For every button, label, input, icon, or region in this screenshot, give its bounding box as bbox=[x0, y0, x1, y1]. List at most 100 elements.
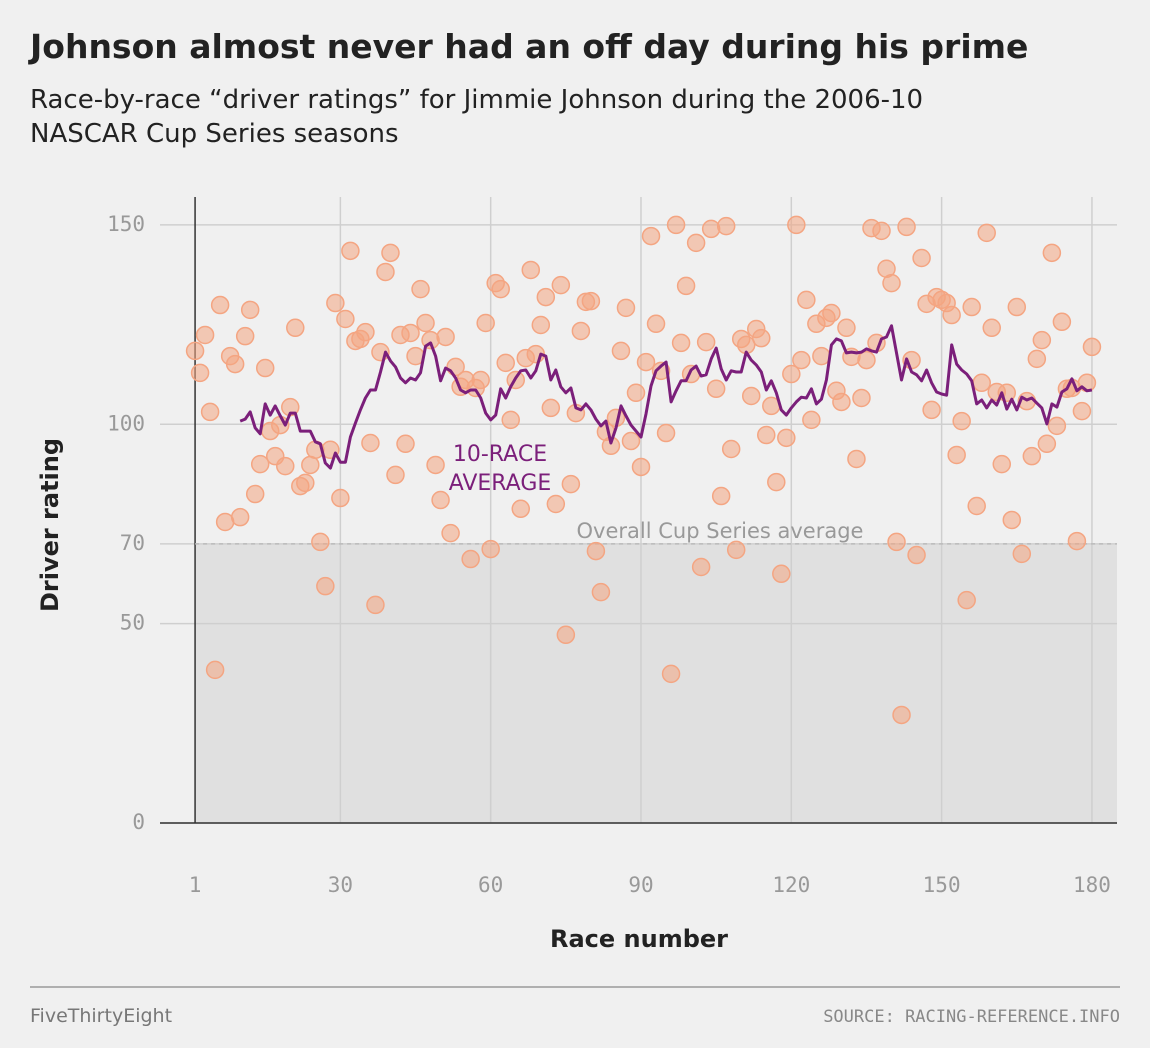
data-point bbox=[376, 262, 395, 282]
data-point bbox=[511, 499, 531, 519]
data-point bbox=[326, 293, 345, 313]
data-point bbox=[200, 402, 220, 422]
data-point bbox=[686, 233, 706, 253]
data-point bbox=[797, 290, 816, 310]
data-point bbox=[286, 318, 305, 338]
line-annotation: AVERAGE bbox=[449, 471, 552, 496]
data-point bbox=[641, 226, 661, 246]
data-point bbox=[631, 457, 651, 477]
data-point bbox=[521, 260, 541, 280]
y-tick-label: 50 bbox=[120, 611, 145, 635]
data-point bbox=[1052, 312, 1072, 332]
data-point bbox=[706, 379, 726, 399]
data-point bbox=[381, 243, 400, 263]
data-point bbox=[897, 217, 916, 237]
data-point bbox=[541, 398, 561, 418]
y-tick-label: 150 bbox=[107, 212, 145, 236]
data-point bbox=[626, 383, 646, 403]
y-axis-label: Driver rating bbox=[36, 438, 64, 612]
data-point bbox=[1037, 434, 1057, 454]
data-point bbox=[461, 549, 480, 569]
data-point bbox=[1027, 349, 1047, 369]
data-point bbox=[436, 327, 455, 347]
data-point bbox=[711, 486, 731, 506]
y-tick-label: 70 bbox=[120, 531, 145, 555]
data-point bbox=[671, 333, 691, 353]
data-point bbox=[361, 433, 380, 453]
data-point bbox=[235, 326, 255, 346]
data-point bbox=[496, 353, 515, 373]
data-point bbox=[772, 564, 791, 584]
data-point bbox=[972, 373, 991, 393]
data-point bbox=[726, 540, 746, 560]
data-point bbox=[721, 439, 741, 459]
data-point bbox=[696, 332, 716, 352]
data-point bbox=[546, 494, 566, 514]
data-point bbox=[621, 431, 641, 451]
data-point bbox=[341, 241, 360, 261]
below-average-region bbox=[195, 543, 1117, 823]
plot-area: 0 50 70 100 150 1 30 60 90 120 150 180 Overall Cup S… bbox=[107, 197, 1117, 897]
data-point bbox=[250, 454, 270, 474]
data-point bbox=[476, 313, 495, 333]
data-point bbox=[331, 488, 350, 508]
data-point bbox=[336, 309, 355, 329]
data-point bbox=[616, 298, 636, 318]
line-annotation: 10-RACE bbox=[453, 442, 547, 467]
data-point bbox=[892, 705, 911, 725]
data-point bbox=[386, 465, 405, 485]
data-point bbox=[691, 557, 711, 577]
y-tick-label: 0 bbox=[132, 810, 145, 834]
data-point bbox=[225, 354, 245, 374]
data-point bbox=[752, 328, 771, 348]
data-point bbox=[701, 219, 721, 239]
data-point bbox=[847, 449, 866, 469]
chart-subtitle: NASCAR Cup Series seasons bbox=[30, 119, 399, 149]
data-point bbox=[396, 434, 415, 454]
data-point bbox=[787, 215, 806, 235]
footer-source: SOURCE: RACING-REFERENCE.INFO bbox=[823, 1007, 1120, 1027]
data-point bbox=[676, 276, 696, 296]
data-point bbox=[561, 474, 581, 494]
data-point bbox=[666, 215, 686, 235]
data-point bbox=[1082, 337, 1102, 357]
data-point bbox=[230, 507, 250, 527]
data-point bbox=[1032, 330, 1052, 350]
data-point bbox=[501, 410, 520, 430]
x-tick-label: 120 bbox=[772, 873, 810, 897]
data-point bbox=[411, 279, 430, 299]
data-point bbox=[571, 321, 591, 341]
chart-title: Johnson almost never had an off day duri… bbox=[28, 27, 1028, 66]
data-point bbox=[832, 392, 851, 412]
x-tick-label: 1 bbox=[189, 873, 202, 897]
data-point bbox=[1047, 416, 1067, 436]
x-tick-label: 60 bbox=[478, 873, 503, 897]
footer-brand: FiveThirtyEight bbox=[30, 1005, 172, 1027]
data-point bbox=[922, 400, 941, 420]
data-point bbox=[812, 346, 831, 366]
data-point bbox=[591, 582, 611, 602]
data-point bbox=[661, 664, 681, 684]
data-point bbox=[431, 490, 450, 510]
y-tick-label: 100 bbox=[107, 411, 145, 435]
data-point bbox=[255, 358, 275, 378]
data-point bbox=[551, 275, 571, 295]
data-point bbox=[190, 363, 210, 383]
data-point bbox=[210, 295, 230, 315]
data-point bbox=[777, 428, 796, 448]
data-point bbox=[240, 300, 260, 320]
data-point bbox=[952, 411, 971, 431]
data-point bbox=[296, 473, 315, 493]
data-point bbox=[792, 350, 811, 370]
data-point bbox=[982, 318, 1001, 338]
data-point bbox=[882, 273, 901, 293]
data-point bbox=[802, 410, 821, 430]
x-tick-label: 150 bbox=[923, 873, 961, 897]
x-tick-label: 30 bbox=[328, 873, 353, 897]
data-point bbox=[887, 532, 906, 552]
data-point bbox=[556, 625, 576, 645]
data-point bbox=[636, 352, 656, 372]
data-point bbox=[356, 322, 375, 342]
data-point bbox=[366, 595, 385, 615]
